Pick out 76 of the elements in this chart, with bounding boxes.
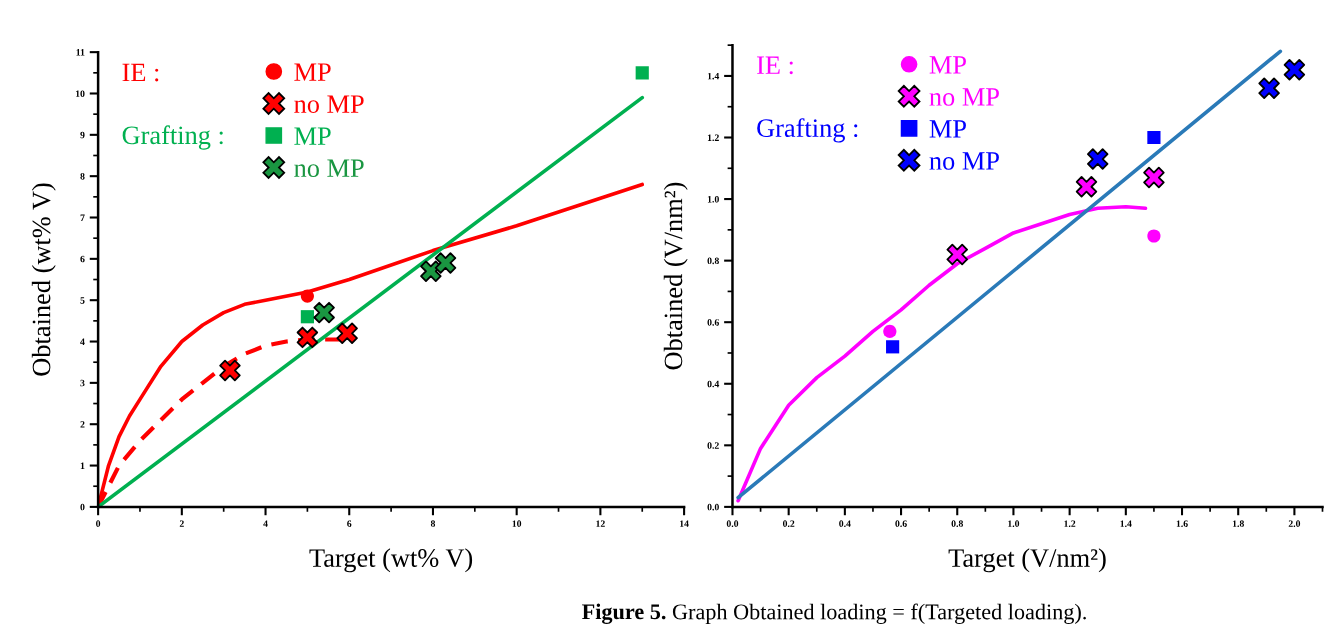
point [1075, 176, 1098, 198]
y-tick-label: 1.4 [707, 72, 720, 80]
x-tick-label: 1.4 [1120, 520, 1132, 527]
x-tick-label: 0.8 [951, 520, 963, 527]
y-tick-label: 0.2 [707, 442, 719, 449]
legend-title: IE : [122, 63, 159, 82]
x-tick-label: 1.8 [1232, 520, 1244, 527]
x-tick-label: 10 [512, 520, 522, 527]
legend-label: no MP [929, 152, 999, 170]
legend-label: no MP [294, 159, 364, 178]
y-tick-label: 9 [80, 131, 85, 139]
y-tick-label: 1 [80, 462, 85, 469]
y-tick-label: 8 [80, 173, 85, 180]
y-tick-label: 0.0 [707, 503, 719, 511]
y-tick-label: 0 [80, 503, 85, 511]
x-tick-label: 14 [680, 520, 689, 527]
y-tick-label: 10 [75, 90, 85, 97]
x-tick-label: 4 [263, 520, 268, 527]
legend-label: no MP [929, 88, 999, 106]
point [420, 260, 442, 282]
y-axis-title: Obtained (wt% V) [31, 183, 56, 376]
point [313, 301, 335, 324]
point [886, 340, 900, 354]
x-tick-label: 1.0 [1008, 520, 1020, 527]
x-tick-label: 12 [596, 520, 605, 527]
point [1087, 148, 1109, 170]
x-tick-label: 0.2 [782, 520, 795, 527]
legend-title: IE : [757, 56, 793, 75]
point [883, 324, 897, 339]
legend-label: MP [929, 56, 966, 74]
x-axis-title: Target (wt% V) [309, 548, 473, 573]
x-axis-title: Target (V/nm²) [948, 548, 1106, 573]
y-tick-label: 1.0 [707, 195, 719, 203]
point [296, 326, 319, 349]
x-tick-label: 2.0 [1288, 520, 1301, 527]
y-tick-label: 6 [80, 255, 85, 263]
point [1283, 59, 1306, 81]
y-tick-label: 0.4 [707, 380, 720, 388]
annotation: Grafting : [122, 125, 223, 150]
legend-label: MP [294, 127, 331, 145]
point [946, 243, 968, 266]
y-tick-label: 1.2 [707, 134, 719, 142]
x-tick-label: 1.2 [1064, 520, 1076, 527]
caption: Figure 5. Graph Obtained loading = f(Targeted loading). [582, 603, 1086, 624]
point [1147, 229, 1161, 243]
y-tick-label: 11 [76, 49, 85, 56]
y-tick-label: 4 [80, 338, 85, 345]
x-tick-label: 1.6 [1176, 520, 1188, 527]
y-tick-label: 5 [80, 297, 85, 304]
annotation: Grafting : [757, 118, 858, 143]
point [300, 310, 314, 324]
y-tick-label: 7 [80, 214, 85, 221]
line-series [736, 204, 1148, 503]
y-tick-label: 0.8 [707, 257, 719, 265]
point [1147, 130, 1161, 145]
legend-label: MP [294, 63, 331, 81]
legend-label: no MP [294, 95, 364, 113]
x-tick-label: 2 [179, 520, 184, 527]
y-axis-title: Obtained (V/nm²) [663, 182, 688, 370]
x-tick-label: 0.6 [895, 520, 907, 527]
x-tick-label: 0 [96, 520, 101, 527]
y-tick-label: 2 [80, 421, 85, 428]
y-tick-label: 0.6 [707, 319, 719, 326]
point [300, 289, 314, 303]
point [1143, 166, 1165, 189]
x-tick-label: 6 [347, 520, 352, 527]
y-tick-label: 3 [80, 379, 85, 387]
point [434, 252, 457, 274]
x-tick-label: 0.0 [726, 520, 739, 527]
point [336, 322, 358, 344]
point [1258, 77, 1280, 99]
x-tick-label: 8 [430, 520, 436, 527]
point [219, 359, 241, 382]
x-tick-label: 0.4 [839, 520, 851, 527]
legend-label: MP [929, 120, 966, 138]
point [635, 66, 649, 80]
